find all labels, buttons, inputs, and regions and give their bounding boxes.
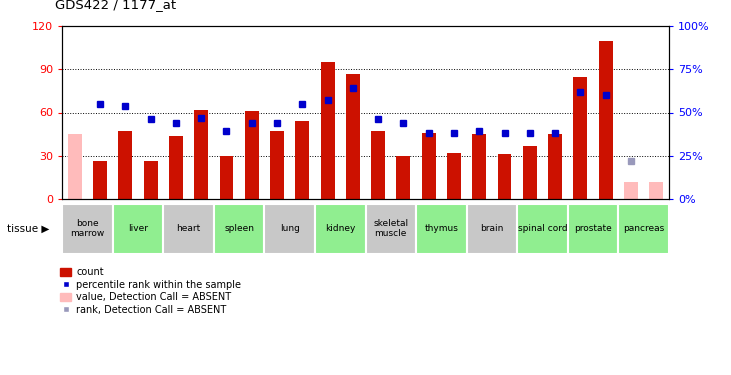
FancyBboxPatch shape: [416, 204, 466, 254]
Bar: [371, 131, 385, 199]
Text: skeletal
muscle: skeletal muscle: [374, 219, 409, 239]
FancyBboxPatch shape: [618, 204, 669, 254]
FancyBboxPatch shape: [315, 204, 366, 254]
Text: thymus: thymus: [425, 224, 458, 233]
Bar: [93, 161, 107, 199]
Bar: [295, 121, 309, 199]
Bar: [599, 40, 613, 199]
Bar: [219, 156, 233, 199]
Text: GDS422 / 1177_at: GDS422 / 1177_at: [55, 0, 176, 11]
Bar: [498, 154, 512, 199]
Bar: [194, 110, 208, 199]
FancyBboxPatch shape: [568, 204, 618, 254]
Bar: [573, 76, 587, 199]
FancyBboxPatch shape: [113, 204, 163, 254]
Bar: [472, 134, 486, 199]
Bar: [447, 153, 461, 199]
FancyBboxPatch shape: [163, 204, 213, 254]
Text: tissue ▶: tissue ▶: [7, 224, 50, 234]
FancyBboxPatch shape: [366, 204, 416, 254]
Text: heart: heart: [176, 224, 201, 233]
Bar: [144, 161, 158, 199]
Text: brain: brain: [480, 224, 504, 233]
Bar: [321, 62, 335, 199]
Text: prostate: prostate: [574, 224, 612, 233]
Text: kidney: kidney: [325, 224, 355, 233]
Bar: [346, 74, 360, 199]
Text: pancreas: pancreas: [623, 224, 664, 233]
Bar: [649, 182, 663, 199]
Text: liver: liver: [128, 224, 148, 233]
Bar: [523, 146, 537, 199]
FancyBboxPatch shape: [518, 204, 568, 254]
Bar: [624, 182, 638, 199]
Bar: [270, 131, 284, 199]
Text: spleen: spleen: [224, 224, 254, 233]
Text: spinal cord: spinal cord: [518, 224, 567, 233]
Legend: count, percentile rank within the sample, value, Detection Call = ABSENT, rank, : count, percentile rank within the sample…: [60, 267, 241, 315]
Bar: [245, 111, 259, 199]
Bar: [118, 131, 132, 199]
FancyBboxPatch shape: [62, 204, 113, 254]
Text: bone
marrow: bone marrow: [70, 219, 105, 239]
Bar: [422, 133, 436, 199]
FancyBboxPatch shape: [213, 204, 265, 254]
Bar: [68, 134, 82, 199]
Bar: [169, 135, 183, 199]
Bar: [396, 156, 410, 199]
Text: lung: lung: [280, 224, 300, 233]
FancyBboxPatch shape: [466, 204, 518, 254]
Bar: [548, 134, 562, 199]
FancyBboxPatch shape: [265, 204, 315, 254]
